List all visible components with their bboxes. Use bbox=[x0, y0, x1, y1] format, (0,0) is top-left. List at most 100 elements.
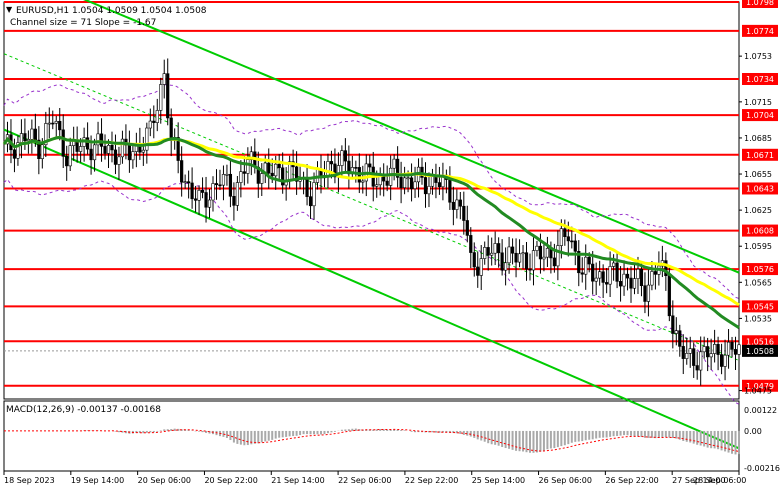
candle-body bbox=[75, 141, 79, 152]
candle-body bbox=[214, 183, 219, 186]
candle-body bbox=[671, 315, 675, 334]
bollinger-bands bbox=[3, 84, 740, 405]
candle-body bbox=[542, 256, 546, 260]
symbol-line: EURUSD,H1 1.0504 1.0509 1.0504 1.0508 bbox=[16, 6, 207, 16]
chart-header: ▼ EURUSD,H1 1.0504 1.0509 1.0504 1.0508 … bbox=[6, 5, 207, 28]
candle-body bbox=[308, 196, 313, 207]
candle-body bbox=[131, 151, 135, 161]
macd-tick-label: 0.00 bbox=[744, 427, 762, 436]
candle-body bbox=[726, 341, 731, 356]
candle-body bbox=[86, 137, 90, 150]
price-levels bbox=[3, 1, 740, 472]
candle-body bbox=[16, 142, 20, 159]
candle-body bbox=[47, 122, 51, 125]
time-label: 20 Sep 22:00 bbox=[204, 476, 257, 485]
candle-body bbox=[305, 177, 309, 197]
price-tick-label: 1.0685 bbox=[744, 134, 772, 143]
candle-body bbox=[504, 262, 508, 271]
candle-body bbox=[730, 341, 734, 350]
candle-body bbox=[556, 245, 560, 267]
candle-body bbox=[577, 251, 581, 274]
candle-body bbox=[584, 256, 588, 275]
price-label: 1.0608 bbox=[746, 227, 774, 236]
candle-body bbox=[580, 272, 584, 275]
candle-body bbox=[187, 181, 191, 184]
candle-body bbox=[242, 171, 246, 174]
candle-body bbox=[361, 180, 365, 183]
candle-body bbox=[155, 110, 159, 123]
price-label-box bbox=[742, 379, 778, 392]
candle-body bbox=[65, 156, 69, 167]
time-axis: 18 Sep 2023 19 Sep 14:00 20 Sep 06:00 20 Se… bbox=[3, 471, 746, 485]
candle-body bbox=[573, 240, 577, 252]
candle-body bbox=[507, 246, 511, 264]
candle-body bbox=[699, 351, 703, 371]
price-label-box bbox=[742, 224, 778, 237]
candle-body bbox=[343, 150, 347, 162]
candle-body bbox=[476, 266, 480, 276]
candle-body bbox=[127, 144, 132, 161]
candle-body bbox=[719, 354, 724, 367]
candle-body bbox=[413, 181, 417, 190]
price-label-box bbox=[742, 109, 778, 122]
candle-body bbox=[33, 128, 37, 141]
symbol-dropdown-icon[interactable]: ▼ bbox=[6, 5, 13, 14]
candle-body bbox=[26, 139, 30, 142]
candle-body bbox=[629, 277, 633, 289]
candle-body bbox=[510, 246, 515, 254]
price-label-box bbox=[742, 24, 778, 37]
candle-body bbox=[375, 184, 379, 187]
candle-body bbox=[664, 260, 668, 277]
candle-body bbox=[625, 273, 630, 279]
candle-body bbox=[277, 163, 281, 169]
candle-body bbox=[19, 133, 24, 143]
candle-body bbox=[79, 146, 83, 152]
candle-body bbox=[423, 177, 428, 195]
current-price-box bbox=[742, 344, 778, 357]
candle-body bbox=[103, 146, 107, 154]
candle-body bbox=[120, 138, 125, 158]
time-label: 26 Sep 06:00 bbox=[539, 476, 592, 485]
macd-tick-label: -0.00216 bbox=[744, 464, 780, 473]
candle-body bbox=[674, 330, 678, 334]
candle-body bbox=[270, 172, 274, 177]
price-tick-label: 1.0753 bbox=[744, 52, 772, 61]
time-label: 25 Sep 14:00 bbox=[472, 476, 525, 485]
candle-body bbox=[225, 173, 229, 176]
candle-body bbox=[197, 190, 201, 201]
candle-body bbox=[399, 177, 403, 189]
candle-body bbox=[611, 262, 616, 267]
price-label-box bbox=[742, 0, 778, 8]
candle-body bbox=[497, 243, 501, 254]
time-label: 18 Sep 2023 bbox=[4, 476, 55, 485]
candle-body bbox=[312, 182, 316, 207]
price-tick-label: 1.0595 bbox=[744, 242, 772, 251]
candle-body bbox=[566, 236, 570, 242]
candle-body bbox=[643, 285, 647, 302]
candle-body bbox=[180, 160, 184, 183]
candle-body bbox=[713, 344, 717, 354]
candles bbox=[5, 58, 741, 386]
candle-body bbox=[249, 151, 253, 160]
candle-body bbox=[23, 133, 27, 142]
candle-body bbox=[96, 133, 100, 146]
price-label: 1.0516 bbox=[746, 337, 774, 346]
candle-body bbox=[636, 268, 640, 279]
candle-body bbox=[99, 133, 104, 147]
price-tick-label: 1.0715 bbox=[744, 98, 772, 107]
candle-body bbox=[702, 346, 706, 353]
candle-body bbox=[451, 201, 455, 210]
candle-body bbox=[44, 123, 48, 146]
candle-body bbox=[545, 248, 550, 258]
candle-body bbox=[639, 268, 644, 287]
candle-body bbox=[531, 250, 536, 271]
candle-body bbox=[235, 182, 239, 206]
price-label: 1.0643 bbox=[746, 184, 774, 193]
candle-body bbox=[692, 348, 696, 366]
candle-body bbox=[145, 127, 149, 151]
candle-body bbox=[368, 163, 372, 168]
time-label: 20 Sep 06:00 bbox=[138, 476, 191, 485]
candle-body bbox=[89, 148, 93, 161]
candle-body bbox=[246, 159, 250, 174]
